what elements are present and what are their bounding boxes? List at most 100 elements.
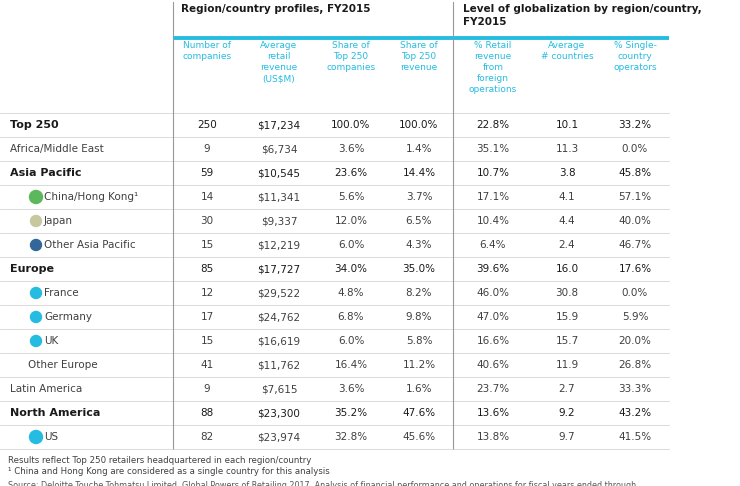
Text: 22.8%: 22.8% [477,120,510,130]
Text: 40.6%: 40.6% [477,360,510,370]
Text: UK: UK [44,336,58,346]
Circle shape [30,335,41,347]
Circle shape [30,215,41,226]
Text: 100.0%: 100.0% [400,120,439,130]
Text: Europe: Europe [10,264,54,274]
Text: % Retail
revenue
from
foreign
operations: % Retail revenue from foreign operations [469,41,517,94]
Text: 11.3: 11.3 [556,144,579,154]
Text: 47.0%: 47.0% [477,312,510,322]
Text: $6,734: $6,734 [260,144,297,154]
Text: 5.6%: 5.6% [337,192,364,202]
Text: 1.6%: 1.6% [406,384,432,394]
Text: 6.0%: 6.0% [338,336,364,346]
Text: Number of
companies: Number of companies [183,41,232,61]
Text: 4.3%: 4.3% [406,240,432,250]
Text: 5.9%: 5.9% [622,312,648,322]
Text: 12: 12 [201,288,214,298]
Text: 1.4%: 1.4% [406,144,432,154]
Text: 0.0%: 0.0% [622,288,648,298]
Text: 100.0%: 100.0% [332,120,371,130]
Text: 20.0%: 20.0% [619,336,651,346]
Text: $12,219: $12,219 [258,240,300,250]
Text: Latin America: Latin America [10,384,82,394]
Text: $24,762: $24,762 [258,312,300,322]
Text: 88: 88 [201,408,214,418]
Text: 8.2%: 8.2% [406,288,432,298]
Text: 17.1%: 17.1% [477,192,510,202]
Text: Average
retail
revenue
(US$M): Average retail revenue (US$M) [260,41,297,83]
Text: $17,727: $17,727 [258,264,300,274]
Text: 13.8%: 13.8% [477,432,510,442]
Text: 16.6%: 16.6% [477,336,510,346]
Text: 11.9: 11.9 [556,360,579,370]
Text: 3.8: 3.8 [559,168,575,178]
Text: 2.7: 2.7 [559,384,575,394]
Circle shape [30,312,41,323]
Text: Source: Deloitte Touche Tohmatsu Limited. Global Powers of Retailing 2017. Analy: Source: Deloitte Touche Tohmatsu Limited… [8,481,636,486]
Text: 4.1: 4.1 [559,192,575,202]
Text: Region/country profiles, FY2015: Region/country profiles, FY2015 [181,4,371,14]
Text: 33.2%: 33.2% [619,120,651,130]
Text: 35.1%: 35.1% [477,144,510,154]
Text: 15: 15 [201,240,214,250]
Text: 0.0%: 0.0% [622,144,648,154]
Text: 34.0%: 34.0% [334,264,368,274]
Text: 3.6%: 3.6% [337,144,364,154]
Text: 35.0%: 35.0% [403,264,436,274]
Text: 46.7%: 46.7% [619,240,651,250]
Text: France: France [44,288,78,298]
Text: Level of globalization by region/country,
FY2015: Level of globalization by region/country… [463,4,702,27]
Text: 2.4: 2.4 [559,240,575,250]
Text: Other Asia Pacific: Other Asia Pacific [44,240,135,250]
Text: Japan: Japan [44,216,73,226]
Text: 12.0%: 12.0% [334,216,368,226]
Text: $29,522: $29,522 [258,288,300,298]
Text: 82: 82 [201,432,214,442]
Text: 30: 30 [201,216,214,226]
Text: $23,974: $23,974 [258,432,300,442]
Text: 5.8%: 5.8% [406,336,432,346]
Text: Results reflect Top 250 retailers headquartered in each region/country: Results reflect Top 250 retailers headqu… [8,456,312,465]
Circle shape [30,431,42,444]
Text: 47.6%: 47.6% [403,408,436,418]
Text: 9.7: 9.7 [559,432,575,442]
Text: 3.7%: 3.7% [406,192,432,202]
Text: $23,300: $23,300 [258,408,300,418]
Text: 6.8%: 6.8% [337,312,364,322]
Text: Top 250: Top 250 [10,120,58,130]
Text: $16,619: $16,619 [258,336,300,346]
Text: 3.6%: 3.6% [337,384,364,394]
Text: 23.6%: 23.6% [334,168,368,178]
Text: 45.6%: 45.6% [403,432,436,442]
Text: 35.2%: 35.2% [334,408,368,418]
Text: 10.1: 10.1 [556,120,579,130]
Circle shape [30,191,42,204]
Circle shape [30,240,41,250]
Text: 9.8%: 9.8% [406,312,432,322]
Text: Asia Pacific: Asia Pacific [10,168,81,178]
Text: 85: 85 [201,264,214,274]
Text: 9.2: 9.2 [559,408,575,418]
Text: 17: 17 [201,312,214,322]
Text: 11.2%: 11.2% [403,360,436,370]
Text: 14.4%: 14.4% [403,168,436,178]
Text: 6.4%: 6.4% [480,240,506,250]
Text: 40.0%: 40.0% [619,216,651,226]
Text: 15.9: 15.9 [556,312,579,322]
Text: Share of
Top 250
companies: Share of Top 250 companies [326,41,376,72]
Text: 41.5%: 41.5% [619,432,651,442]
Text: 33.3%: 33.3% [619,384,651,394]
Text: 59: 59 [201,168,214,178]
Text: 9: 9 [204,384,210,394]
Text: 15: 15 [201,336,214,346]
Text: 57.1%: 57.1% [619,192,651,202]
Text: 16.0: 16.0 [556,264,579,274]
Text: 15.7: 15.7 [556,336,579,346]
Text: Germany: Germany [44,312,92,322]
Text: $17,234: $17,234 [258,120,300,130]
Text: 4.8%: 4.8% [337,288,364,298]
Text: 13.6%: 13.6% [477,408,510,418]
Text: ¹ China and Hong Kong are considered as a single country for this analysis: ¹ China and Hong Kong are considered as … [8,467,330,476]
Text: 4.4: 4.4 [559,216,575,226]
Text: 17.6%: 17.6% [619,264,651,274]
